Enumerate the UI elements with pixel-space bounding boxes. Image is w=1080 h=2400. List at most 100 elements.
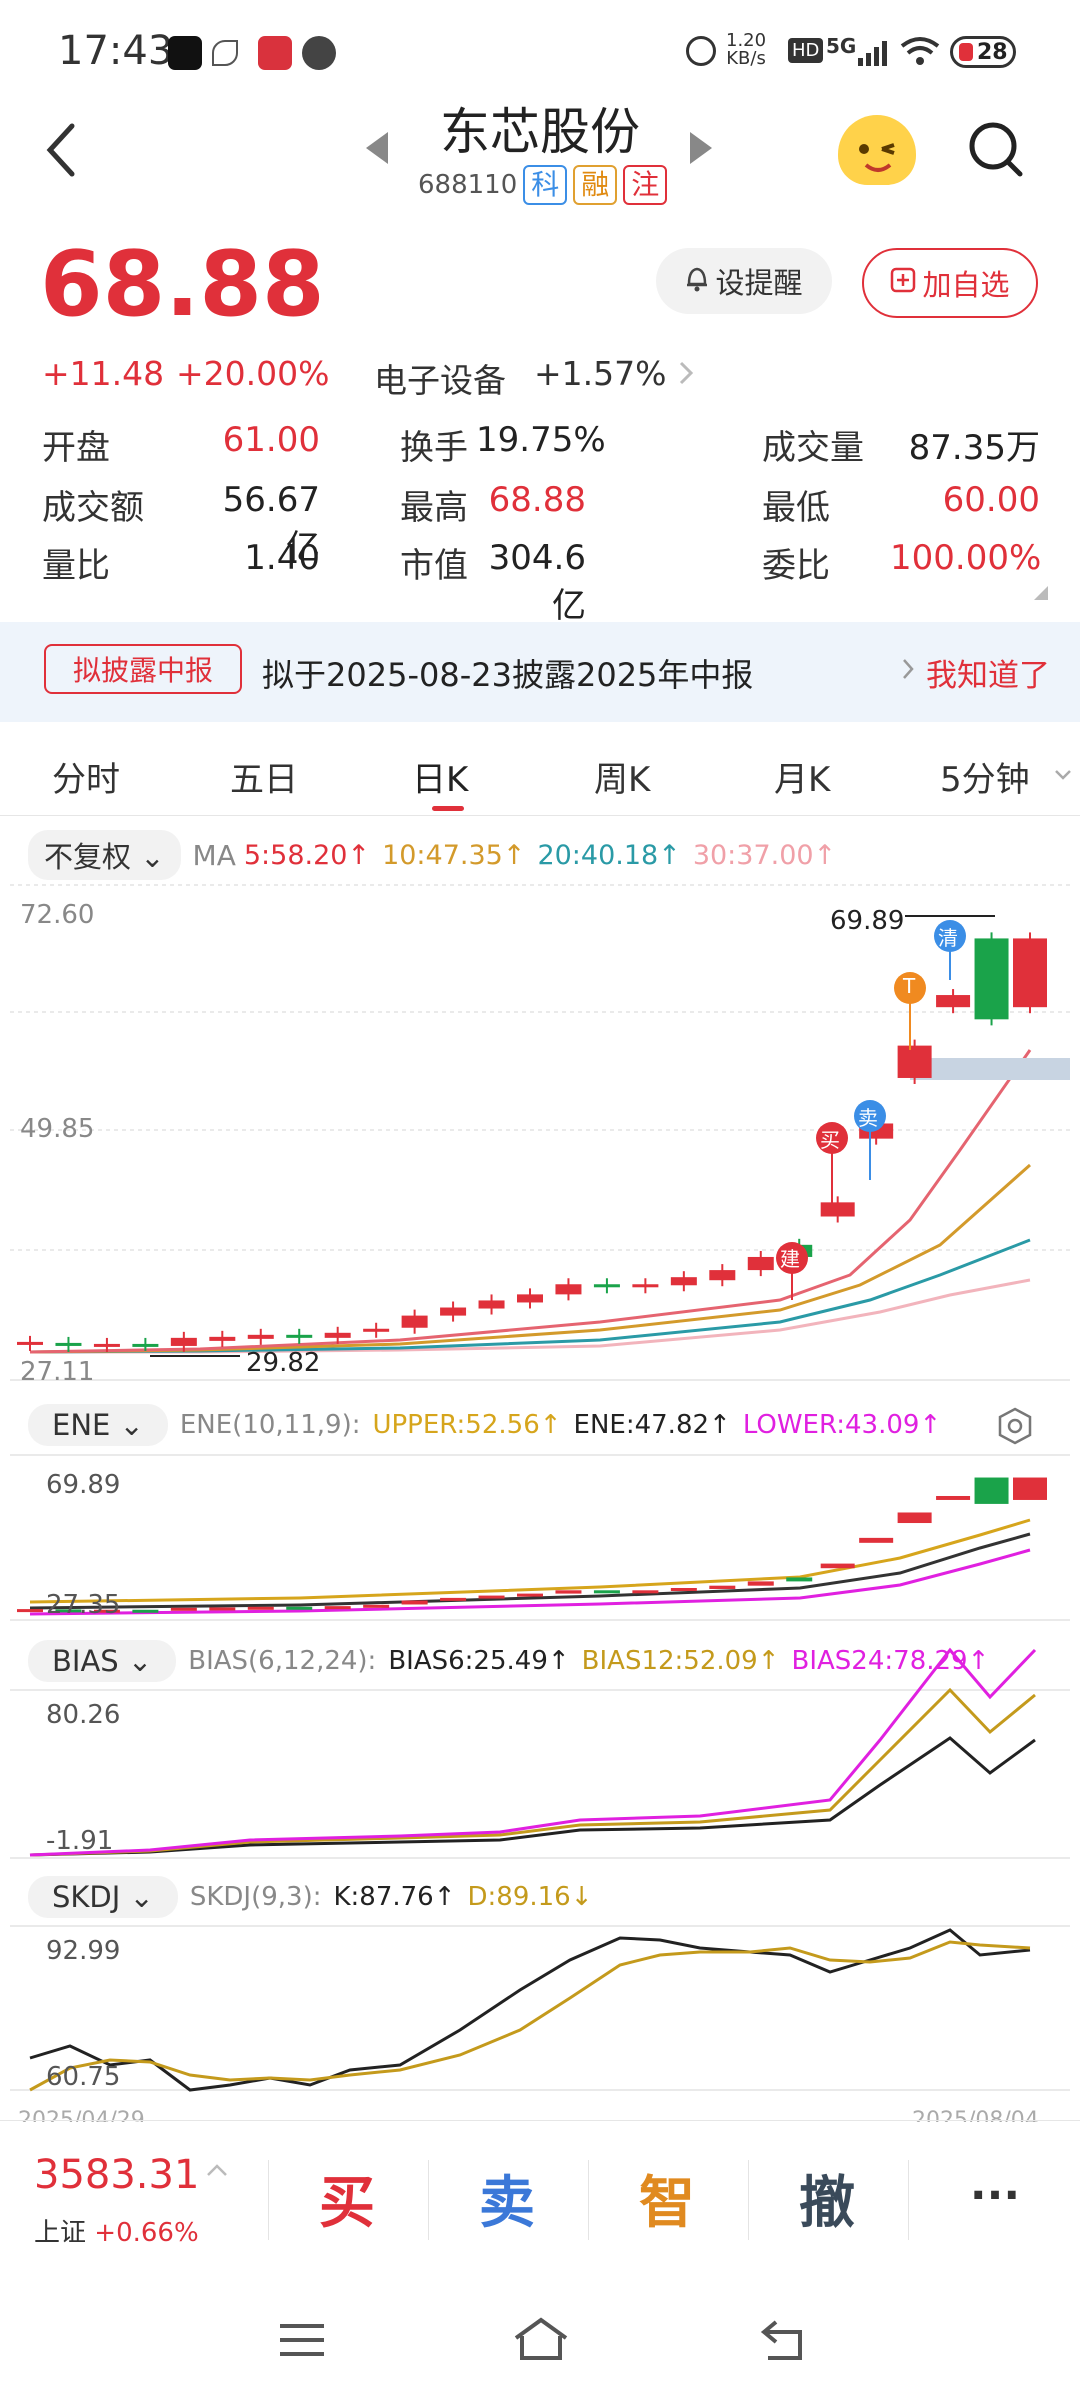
tab-five-day[interactable]: 五日	[230, 760, 298, 800]
price-change: +11.48	[42, 354, 165, 393]
stat-value: 100.00%	[890, 538, 1042, 578]
candle	[709, 1270, 736, 1281]
ma10-line	[29, 1163, 1031, 1354]
set-alert-button[interactable]: 设提醒	[656, 248, 832, 314]
skdj-lines	[29, 1928, 1031, 2092]
stat-value: 304.6亿	[488, 538, 586, 626]
candle	[517, 1294, 543, 1303]
stock-code-row: 688110 科 融 注	[418, 165, 668, 205]
ene-candle	[209, 1607, 236, 1611]
signal-bars-icon	[856, 40, 890, 66]
last-price: 68.88	[40, 232, 325, 337]
signal-qing-label: 清	[938, 926, 958, 950]
ene-candle	[440, 1597, 467, 1601]
axis-top-label: 72.60	[20, 900, 95, 930]
search-icon[interactable]	[966, 118, 1026, 182]
chevron-right-icon[interactable]	[678, 360, 694, 390]
adjust-dropdown[interactable]: 不复权 ⌄	[28, 830, 181, 880]
skdj-bottom-label: 60.75	[46, 2062, 121, 2092]
chevron-up-icon[interactable]	[206, 2162, 228, 2181]
ene-candle	[593, 1590, 620, 1594]
add-watchlist-button[interactable]: 加自选	[862, 248, 1038, 318]
tab-daily-k[interactable]: 日K	[412, 760, 469, 800]
divider	[428, 2160, 429, 2240]
more-button[interactable]: ···	[969, 2170, 1021, 2221]
stat-label: 最高	[400, 488, 468, 528]
ma5-line	[29, 1049, 1032, 1354]
bias6-value: BIAS6:25.49↑	[388, 1646, 570, 1676]
net-speed: 1.20 KB/s	[726, 30, 767, 69]
signal-mai-sell	[854, 1100, 886, 1132]
mascot-icon[interactable]	[838, 115, 916, 185]
chevron-down-icon[interactable]	[1054, 766, 1072, 785]
bias-params: BIAS(6,12,24):	[188, 1646, 377, 1676]
stat-label: 换手	[400, 428, 468, 468]
settings-hex-icon[interactable]	[996, 1406, 1034, 1450]
plus-square-icon	[890, 266, 916, 300]
candle	[247, 1334, 274, 1339]
stat-value: 56.67亿	[222, 480, 320, 568]
tag-ke: 科	[523, 165, 568, 205]
notice-text: 拟于2025-08-23披露2025年中报	[262, 656, 754, 694]
expand-corner-icon[interactable]	[1034, 586, 1048, 600]
chevron-right-small-icon	[902, 658, 914, 684]
ene-candle	[1013, 1477, 1047, 1500]
ene-candle	[897, 1512, 932, 1524]
stat-value: 87.35万	[908, 428, 1040, 468]
sector-name[interactable]: 电子设备	[374, 361, 506, 400]
ene-candle	[747, 1581, 774, 1586]
candle	[401, 1315, 428, 1328]
kline-chart[interactable]	[0, 880, 1080, 2120]
dismiss-notice-link[interactable]: 我知道了	[926, 658, 1050, 694]
skdj-k-value: K:87.76↑	[333, 1882, 456, 1912]
candles-group	[17, 932, 1047, 1352]
stock-code: 688110	[418, 170, 518, 200]
sector-pct[interactable]: +1.57%	[534, 354, 667, 393]
set-alert-label: 设提醒	[715, 266, 803, 300]
ene-candle	[820, 1563, 855, 1569]
index-value[interactable]: 3583.31	[34, 2152, 200, 2198]
next-stock-arrow[interactable]	[690, 132, 712, 164]
stat-value: 68.88	[488, 480, 586, 520]
signal-sell-label: 卖	[858, 1106, 878, 1130]
high-mark-label: 69.89	[830, 906, 905, 936]
divider	[588, 2160, 589, 2240]
bias-bottom-label: -1.91	[46, 1826, 114, 1856]
candle	[936, 995, 971, 1008]
tab-weekly-k[interactable]: 周K	[594, 760, 651, 800]
home-nav-icon[interactable]	[512, 2316, 570, 2366]
alarm-icon	[686, 36, 716, 66]
ene-candle	[936, 1495, 971, 1500]
ene-candle	[363, 1604, 390, 1608]
bias-dropdown[interactable]: BIAS ⌄	[28, 1640, 177, 1682]
candle	[747, 1256, 774, 1271]
hd-icon: HD	[788, 38, 824, 63]
tab-intraday[interactable]: 分时	[52, 760, 120, 800]
sell-button[interactable]: 卖	[479, 2171, 535, 2236]
cancel-order-button[interactable]: 撤	[799, 2171, 855, 2236]
signal-qing	[934, 920, 966, 952]
tab-monthly-k[interactable]: 月K	[774, 760, 831, 800]
stock-title: 东芯股份	[440, 103, 640, 161]
menu-nav-icon[interactable]	[278, 2320, 326, 2364]
tab-5min[interactable]: 5分钟	[940, 760, 1030, 800]
ene-dropdown[interactable]: ENE ⌄	[28, 1404, 168, 1446]
buy-button[interactable]: 买	[319, 2171, 375, 2236]
battery-icon: 28	[950, 36, 1016, 68]
stat-label: 成交量	[762, 428, 864, 468]
candle	[1013, 938, 1047, 1008]
stat-label: 最低	[762, 488, 830, 528]
smart-button[interactable]: 智	[639, 2171, 695, 2236]
status-time: 17:43	[58, 28, 174, 74]
candle	[363, 1328, 390, 1332]
back-button[interactable]	[40, 120, 84, 180]
skdj-dropdown[interactable]: SKDJ ⌄	[28, 1876, 178, 1918]
ene-upper: UPPER:52.56↑	[372, 1410, 562, 1440]
back-nav-icon[interactable]	[760, 2318, 808, 2366]
ene-top-label: 69.89	[46, 1470, 121, 1500]
skdj-params: SKDJ(9,3):	[189, 1882, 322, 1912]
prev-stock-arrow[interactable]	[366, 132, 388, 164]
bias24-value: BIAS24:78.29↑	[791, 1646, 990, 1676]
divider	[748, 2160, 749, 2240]
signal-buy-label: 买	[820, 1128, 840, 1152]
